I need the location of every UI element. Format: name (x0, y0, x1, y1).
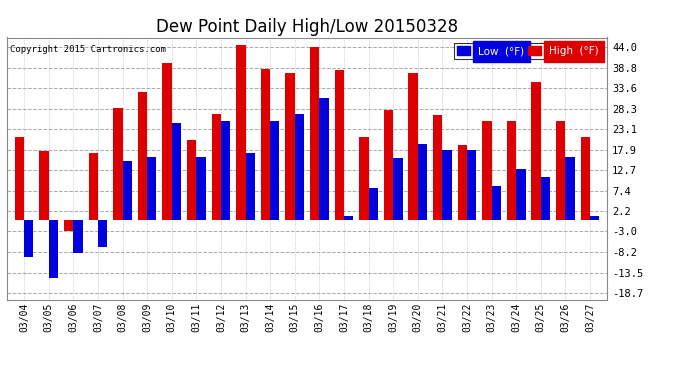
Bar (442, 150, 452, 220)
Bar (335, 70, 344, 220)
Bar (565, 157, 575, 220)
Bar (344, 216, 353, 220)
Bar (491, 186, 501, 220)
Bar (368, 188, 378, 220)
Bar (123, 160, 132, 220)
Bar (197, 157, 206, 220)
Bar (507, 121, 516, 220)
Bar (541, 177, 550, 220)
Bar (482, 121, 491, 220)
Bar (73, 220, 83, 254)
Bar (393, 158, 402, 220)
Bar (359, 136, 368, 220)
Bar (187, 140, 197, 220)
Bar (14, 136, 24, 220)
Bar (384, 110, 393, 220)
Bar (88, 153, 98, 220)
Bar (531, 82, 541, 220)
Title: Dew Point Daily High/Low 20150328: Dew Point Daily High/Low 20150328 (156, 18, 458, 36)
Bar (49, 220, 58, 278)
Bar (319, 98, 328, 220)
Bar (590, 216, 600, 220)
Text: Copyright 2015 Cartronics.com: Copyright 2015 Cartronics.com (10, 45, 166, 54)
Bar (433, 116, 442, 220)
Bar (39, 151, 49, 220)
Bar (516, 169, 526, 220)
Bar (221, 121, 230, 220)
Bar (138, 92, 147, 220)
Bar (147, 157, 157, 220)
Bar (580, 137, 590, 220)
Bar (98, 220, 107, 247)
Bar (556, 121, 565, 220)
Bar (408, 73, 417, 220)
Bar (212, 114, 221, 220)
Bar (457, 145, 467, 220)
Bar (310, 46, 319, 220)
Bar (417, 144, 427, 220)
Bar (286, 73, 295, 220)
Bar (113, 108, 123, 220)
Bar (295, 114, 304, 220)
Legend: Low  (°F), High  (°F): Low (°F), High (°F) (454, 43, 602, 59)
Bar (261, 69, 270, 220)
Bar (24, 220, 34, 257)
Bar (162, 63, 172, 220)
Bar (236, 45, 246, 220)
Bar (64, 220, 73, 231)
Bar (467, 150, 476, 220)
Bar (270, 121, 279, 220)
Bar (172, 123, 181, 220)
Bar (246, 153, 255, 220)
